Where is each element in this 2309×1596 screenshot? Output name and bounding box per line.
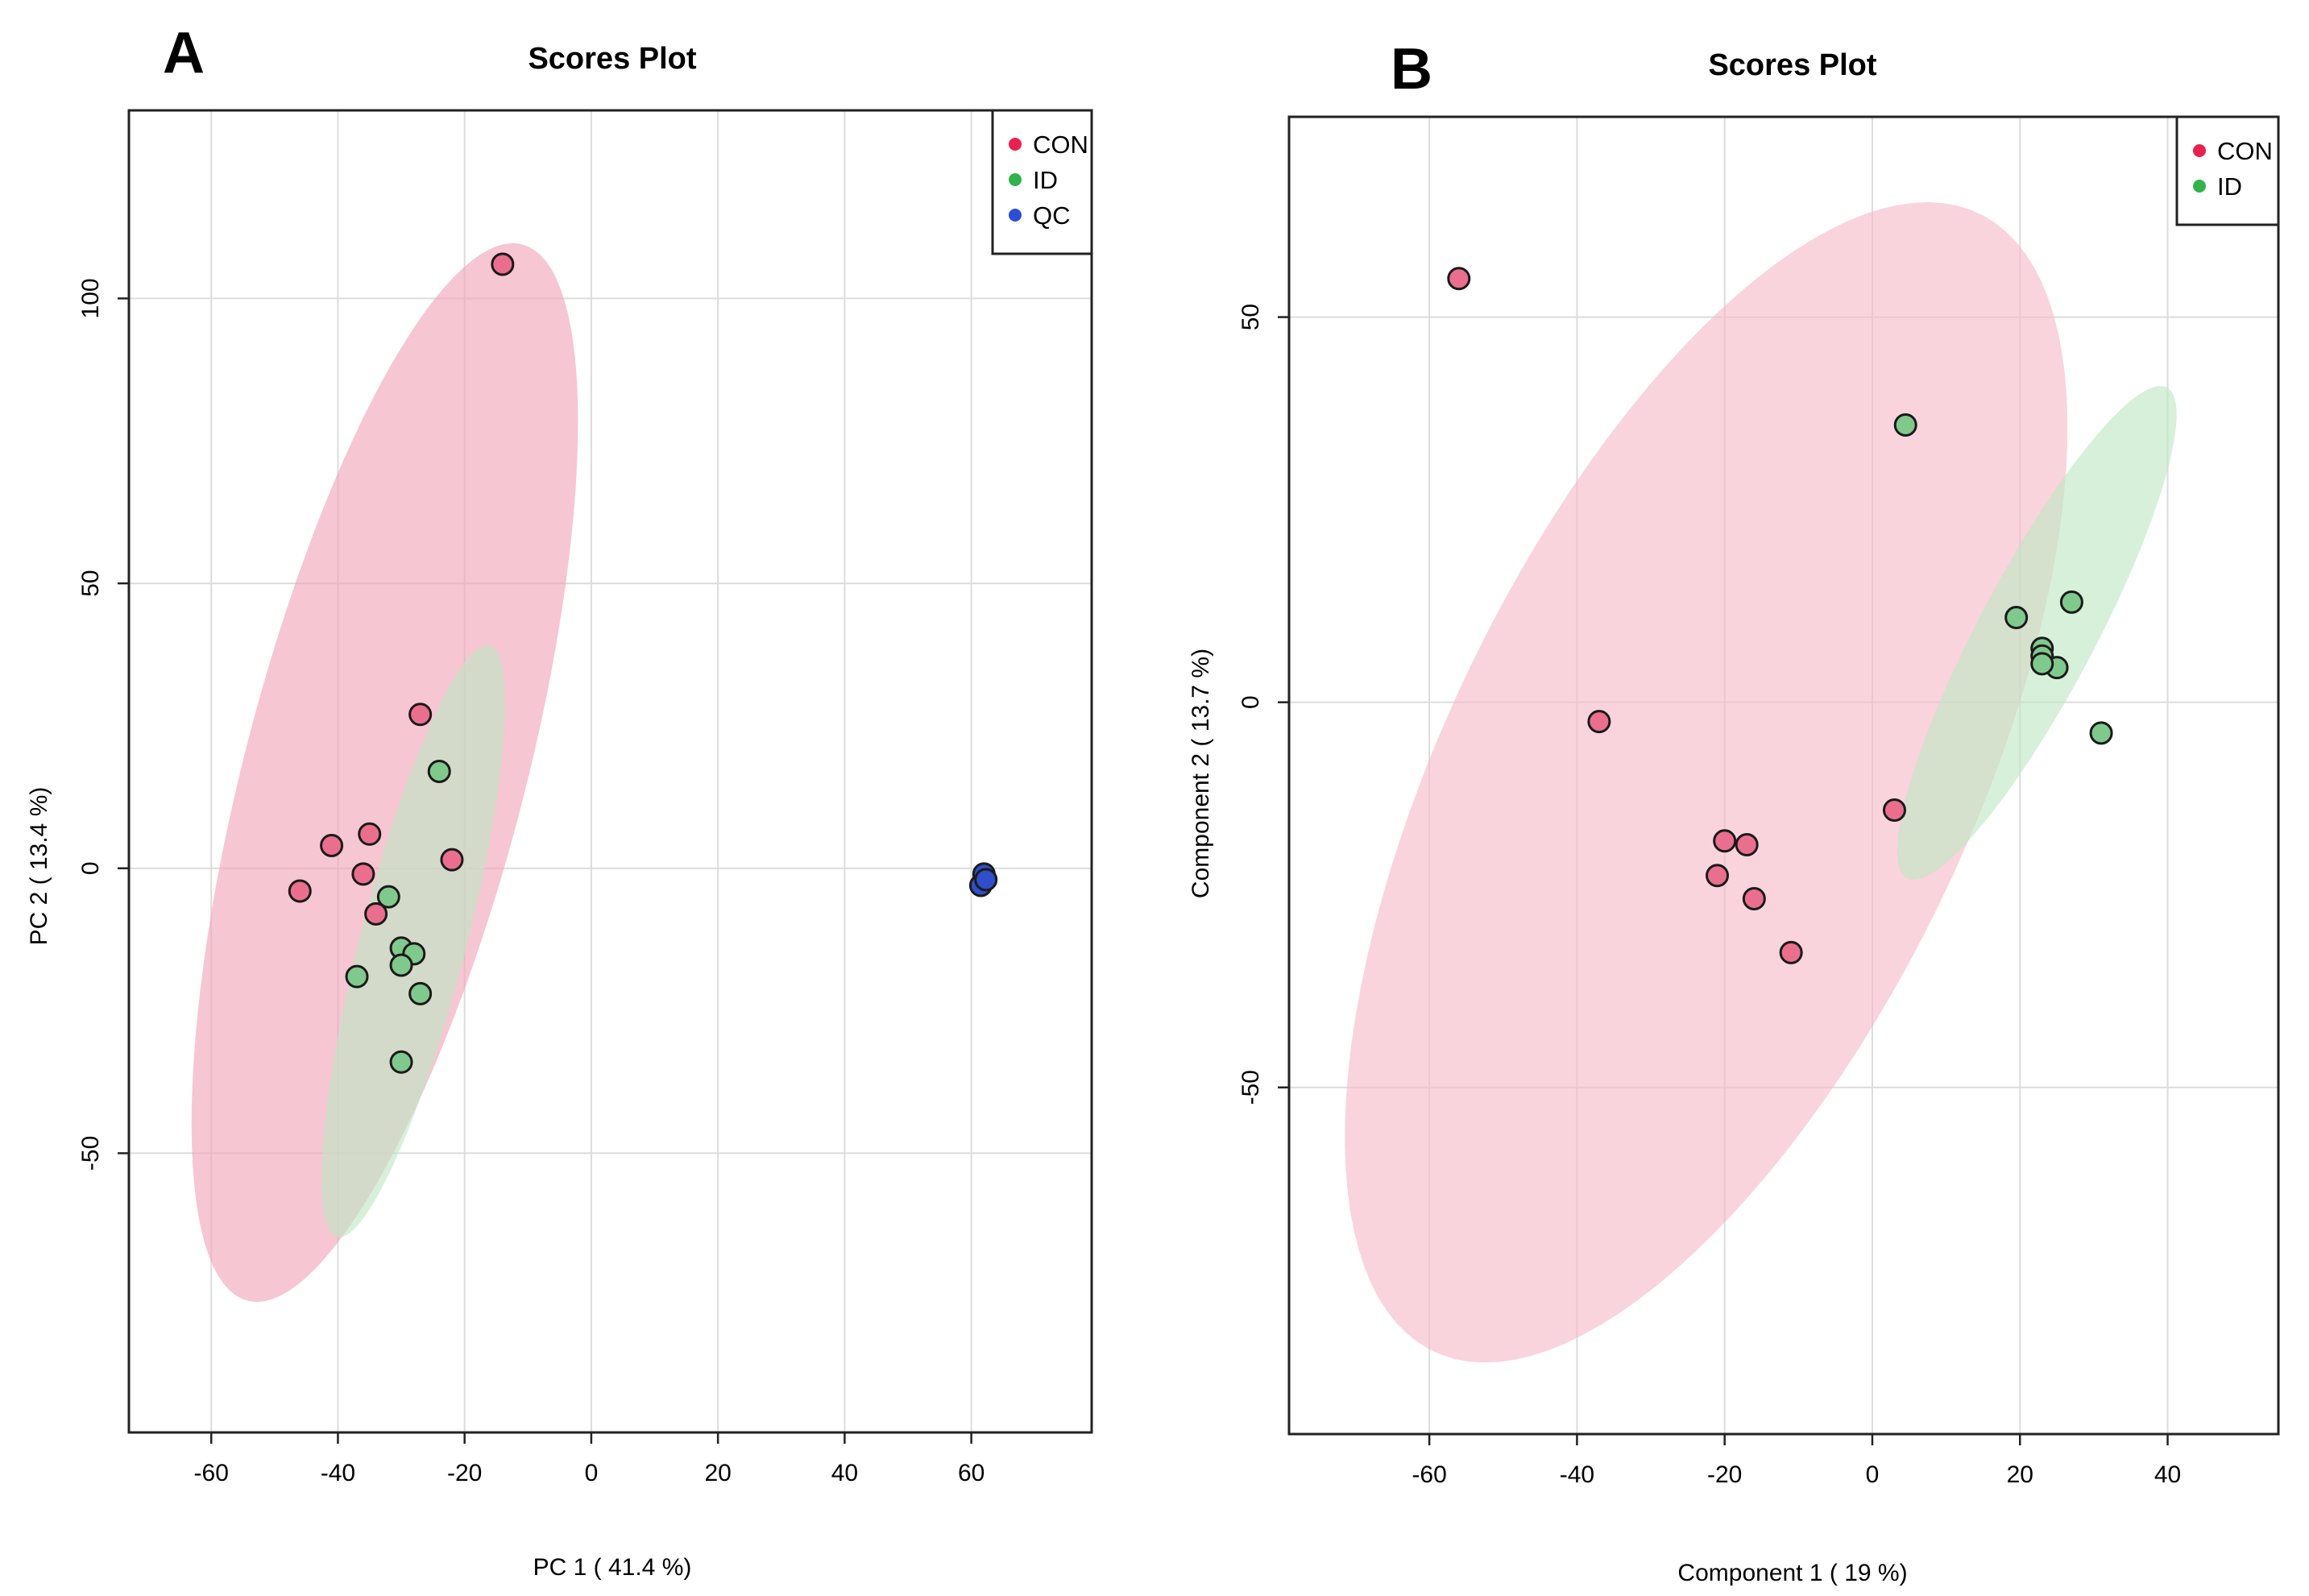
confidence-ellipse-con — [191, 243, 578, 1302]
data-point-con — [1713, 829, 1737, 853]
panel-a-legend: CON ID QC — [991, 109, 1093, 255]
data-point-id — [389, 953, 413, 977]
panel-b-y-axis-label: Component 2 ( 13.7 %) — [1188, 649, 1214, 898]
data-point-con — [1742, 886, 1766, 910]
data-point-qc — [974, 868, 998, 892]
data-point-con — [351, 862, 375, 886]
data-point-con — [1447, 267, 1471, 291]
data-point-con — [1735, 833, 1759, 857]
panel-a-x-axis-label: PC 1 ( 41.4 %) — [533, 1554, 692, 1581]
series-con — [288, 252, 515, 926]
panel-b-x-axis-label: Component 1 ( 19 %) — [1677, 1560, 1907, 1586]
legend-label-qc: QC — [1033, 201, 1071, 230]
data-point-id — [408, 981, 433, 1005]
data-point-id — [376, 885, 400, 909]
panel-a-letter: A — [163, 21, 205, 85]
data-point-con — [288, 879, 312, 903]
data-point-con — [408, 703, 433, 727]
series-qc — [968, 862, 998, 897]
data-point-id — [2030, 652, 2054, 676]
data-point-id — [427, 760, 451, 783]
data-point-id — [2059, 590, 2083, 614]
series-con — [1447, 267, 1906, 964]
y-tick-label: -50 — [1237, 1070, 1264, 1105]
x-tick-label: -40 — [1560, 1461, 1594, 1488]
data-point-con — [491, 252, 515, 276]
panel-b-legend: CON ID — [2175, 115, 2280, 226]
panel-a-scores-plot: A Scores Plot PC 1 ( 41.4 %) PC 2 ( 13.4… — [26, 21, 1093, 1581]
x-tick-label: -20 — [447, 1460, 482, 1486]
panel-a-title: Scores Plot — [528, 42, 696, 76]
legend-box — [2175, 115, 2280, 226]
panel-b-plot-frame — [1287, 115, 2280, 1436]
data-point-con — [1587, 710, 1611, 734]
confidence-ellipse-id — [1897, 386, 2177, 881]
panel-b-letter: B — [1391, 37, 1432, 102]
data-point-con — [440, 848, 464, 872]
x-tick-label: 0 — [585, 1460, 599, 1486]
panel-a-y-axis-label: PC 2 ( 13.4 %) — [26, 787, 52, 946]
data-point-id — [2004, 605, 2029, 629]
data-point-con — [1779, 940, 1803, 964]
series-id — [345, 760, 451, 1074]
legend-marker-id — [2193, 180, 2206, 193]
y-tick-label: 50 — [77, 570, 104, 596]
confidence-ellipse-id — [321, 645, 506, 1237]
x-tick-label: -40 — [321, 1460, 355, 1486]
y-tick-label: 0 — [77, 861, 104, 875]
legend-label-con: CON — [2217, 137, 2273, 165]
y-tick-label: 0 — [1237, 695, 1264, 709]
data-point-con — [1882, 798, 1906, 823]
data-point-con — [320, 833, 344, 857]
data-point-con — [358, 822, 382, 846]
data-point-id — [1893, 412, 1917, 437]
x-tick-label: 20 — [2007, 1461, 2033, 1488]
panel-a-plot-frame — [127, 109, 1093, 1434]
legend-label-id: ID — [1033, 166, 1058, 194]
legend-box — [991, 109, 1093, 255]
data-point-id — [345, 964, 369, 989]
data-point-id — [2089, 721, 2113, 745]
legend-label-id: ID — [2217, 172, 2242, 201]
x-tick-label: 60 — [958, 1460, 985, 1486]
series-id — [1893, 412, 2113, 745]
data-point-con — [1706, 864, 1730, 888]
x-tick-label: 20 — [704, 1460, 731, 1486]
x-tick-label: -20 — [1707, 1461, 1742, 1488]
panel-b-scores-plot: B Scores Plot Component 1 ( 19 %) Compon… — [1188, 37, 2280, 1586]
legend-marker-con — [2193, 144, 2206, 157]
x-tick-label: -60 — [194, 1460, 229, 1486]
x-tick-label: 40 — [831, 1460, 858, 1486]
y-tick-label: -50 — [77, 1136, 104, 1171]
confidence-ellipse-con — [1345, 201, 2068, 1363]
panel-b-title: Scores Plot — [1708, 48, 1876, 82]
y-tick-label: 100 — [77, 278, 104, 318]
data-point-con — [364, 902, 388, 926]
x-tick-label: -60 — [1412, 1461, 1446, 1488]
x-tick-label: 0 — [1866, 1461, 1880, 1488]
legend-marker-id — [1009, 173, 1022, 186]
legend-label-con: CON — [1033, 131, 1088, 159]
legend-marker-qc — [1009, 209, 1022, 222]
data-point-id — [389, 1050, 413, 1074]
x-tick-label: 40 — [2154, 1461, 2181, 1488]
legend-marker-con — [1009, 138, 1022, 151]
y-tick-label: 50 — [1237, 304, 1264, 330]
